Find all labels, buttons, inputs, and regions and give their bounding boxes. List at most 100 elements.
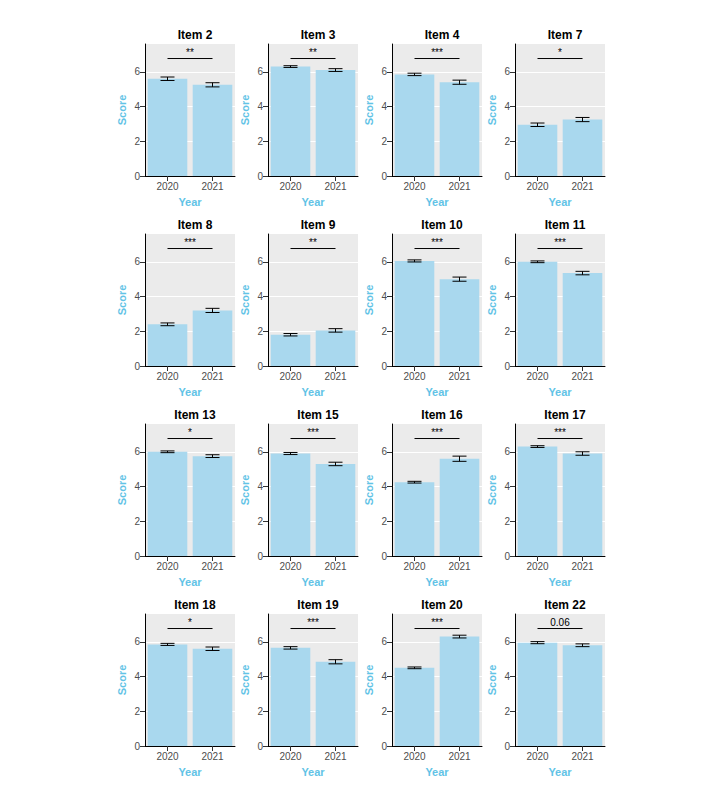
svg-text:Score: Score (363, 665, 375, 696)
svg-text:4: 4 (504, 101, 510, 112)
svg-text:0: 0 (257, 171, 263, 182)
svg-text:2: 2 (257, 136, 263, 147)
svg-text:6: 6 (504, 446, 510, 457)
svg-text:2020: 2020 (403, 181, 426, 192)
svg-text:Item 20: Item 20 (421, 598, 463, 612)
svg-text:Score: Score (116, 475, 128, 506)
svg-text:Score: Score (363, 475, 375, 506)
svg-text:Year: Year (548, 766, 572, 778)
svg-text:Item 15: Item 15 (297, 408, 339, 422)
svg-text:2021: 2021 (201, 751, 224, 762)
svg-text:0: 0 (134, 741, 140, 752)
svg-text:4: 4 (257, 291, 263, 302)
svg-text:Score: Score (363, 95, 375, 126)
svg-text:Item 10: Item 10 (421, 218, 463, 232)
svg-text:***: *** (431, 617, 443, 628)
svg-text:Year: Year (301, 766, 325, 778)
svg-text:0: 0 (504, 171, 510, 182)
svg-text:6: 6 (134, 446, 140, 457)
svg-text:4: 4 (504, 291, 510, 302)
svg-text:2020: 2020 (526, 181, 549, 192)
svg-text:2: 2 (257, 706, 263, 717)
svg-text:2021: 2021 (201, 561, 224, 572)
svg-text:6: 6 (381, 446, 387, 457)
svg-text:2: 2 (134, 516, 140, 527)
svg-text:**: ** (309, 237, 317, 248)
svg-text:6: 6 (257, 446, 263, 457)
svg-text:Year: Year (301, 386, 325, 398)
svg-text:4: 4 (381, 481, 387, 492)
svg-text:2020: 2020 (403, 751, 426, 762)
svg-text:2021: 2021 (571, 181, 594, 192)
svg-text:4: 4 (134, 291, 140, 302)
svg-text:6: 6 (381, 256, 387, 267)
svg-text:0: 0 (257, 361, 263, 372)
svg-text:***: *** (431, 237, 443, 248)
svg-text:Year: Year (425, 576, 449, 588)
svg-text:0: 0 (381, 171, 387, 182)
svg-text:2021: 2021 (571, 561, 594, 572)
svg-text:2020: 2020 (279, 751, 302, 762)
svg-text:Year: Year (425, 766, 449, 778)
svg-text:2: 2 (504, 516, 510, 527)
svg-text:Item 17: Item 17 (544, 408, 586, 422)
svg-text:2020: 2020 (156, 751, 179, 762)
svg-text:Year: Year (301, 576, 325, 588)
svg-text:2: 2 (257, 326, 263, 337)
svg-text:2: 2 (504, 706, 510, 717)
svg-text:2: 2 (257, 516, 263, 527)
svg-text:***: *** (554, 237, 566, 248)
svg-text:2: 2 (134, 136, 140, 147)
svg-text:0: 0 (504, 551, 510, 562)
svg-text:2: 2 (381, 326, 387, 337)
svg-text:2: 2 (134, 706, 140, 717)
svg-text:Year: Year (178, 196, 202, 208)
svg-text:0: 0 (134, 361, 140, 372)
svg-text:6: 6 (504, 636, 510, 647)
svg-text:2020: 2020 (156, 561, 179, 572)
svg-text:6: 6 (381, 636, 387, 647)
svg-text:4: 4 (134, 101, 140, 112)
svg-text:0: 0 (381, 361, 387, 372)
svg-text:***: *** (431, 47, 443, 58)
svg-text:6: 6 (134, 66, 140, 77)
svg-text:Year: Year (178, 576, 202, 588)
svg-text:2021: 2021 (201, 181, 224, 192)
svg-text:Score: Score (239, 665, 251, 696)
svg-text:6: 6 (134, 256, 140, 267)
svg-text:2020: 2020 (403, 561, 426, 572)
svg-text:4: 4 (257, 481, 263, 492)
svg-text:6: 6 (134, 636, 140, 647)
svg-text:0: 0 (257, 741, 263, 752)
svg-text:Score: Score (239, 285, 251, 316)
svg-text:Item 8: Item 8 (178, 218, 213, 232)
svg-text:**: ** (186, 47, 194, 58)
svg-text:Score: Score (486, 475, 498, 506)
svg-text:2021: 2021 (448, 181, 471, 192)
svg-text:2020: 2020 (403, 371, 426, 382)
svg-text:***: *** (184, 237, 196, 248)
svg-text:2020: 2020 (526, 371, 549, 382)
svg-text:Item 7: Item 7 (548, 28, 583, 42)
svg-text:***: *** (554, 427, 566, 438)
svg-text:4: 4 (504, 671, 510, 682)
svg-text:6: 6 (257, 636, 263, 647)
svg-text:Score: Score (486, 665, 498, 696)
svg-text:4: 4 (381, 291, 387, 302)
svg-text:Item 16: Item 16 (421, 408, 463, 422)
svg-text:Item 13: Item 13 (174, 408, 216, 422)
svg-text:Item 11: Item 11 (545, 218, 586, 232)
svg-text:Year: Year (178, 386, 202, 398)
svg-text:Score: Score (116, 665, 128, 696)
svg-text:2020: 2020 (279, 371, 302, 382)
svg-text:***: *** (307, 617, 319, 628)
svg-text:2020: 2020 (156, 371, 179, 382)
svg-text:4: 4 (134, 671, 140, 682)
svg-text:2021: 2021 (448, 371, 471, 382)
svg-text:*: * (188, 427, 192, 438)
svg-text:2021: 2021 (324, 371, 347, 382)
svg-text:2020: 2020 (526, 751, 549, 762)
svg-text:6: 6 (257, 66, 263, 77)
svg-text:2020: 2020 (156, 181, 179, 192)
svg-text:2021: 2021 (571, 751, 594, 762)
